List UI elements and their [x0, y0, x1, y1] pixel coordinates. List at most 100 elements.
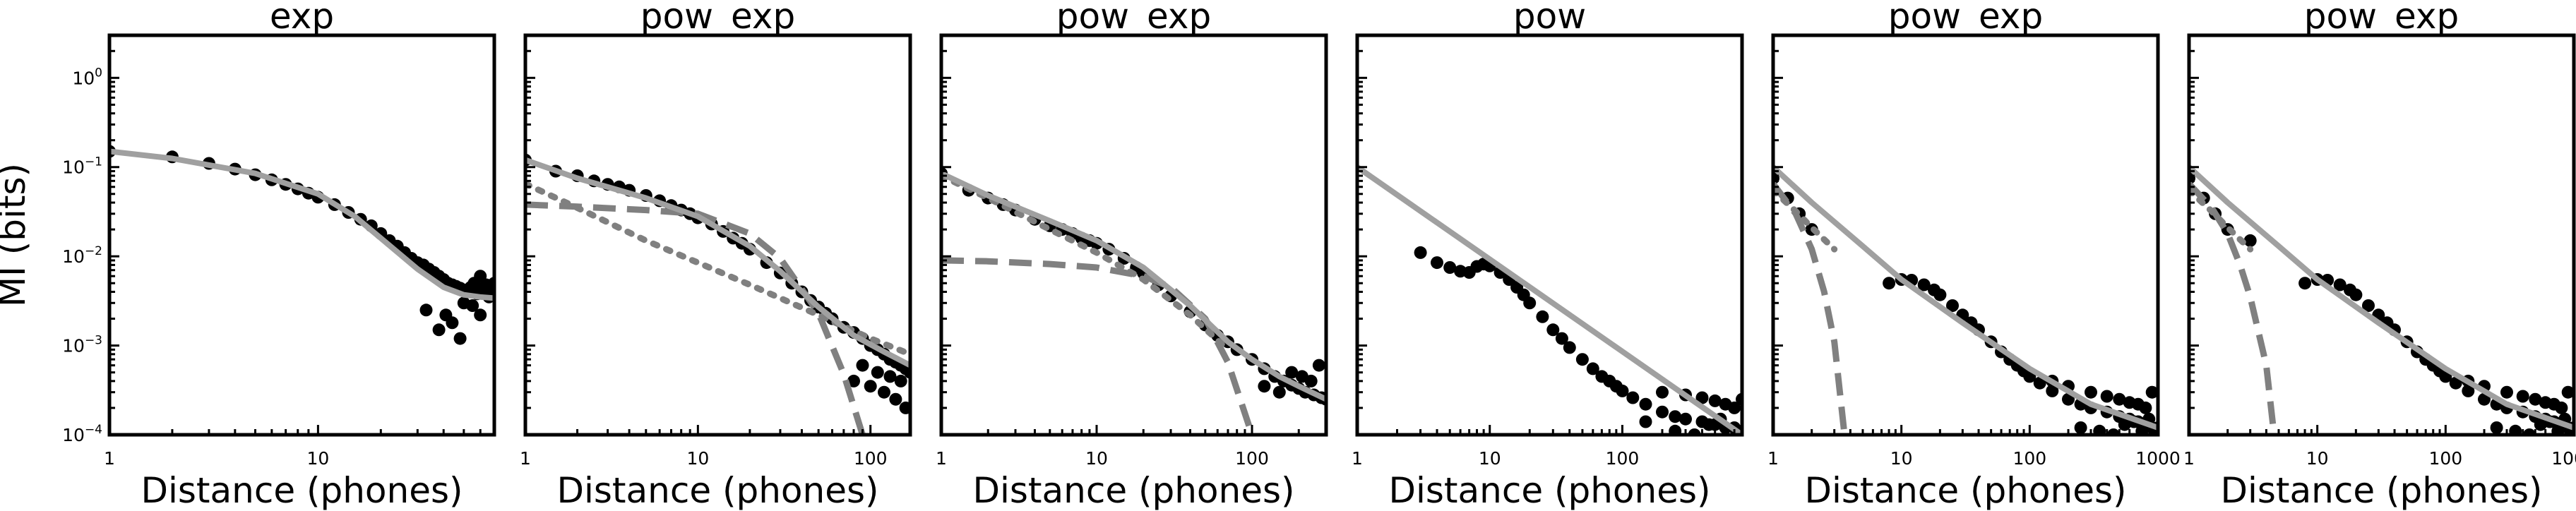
x-tick-label: 10: [1479, 448, 1501, 469]
plot-area: [109, 145, 494, 345]
x-tick-label: 1: [2183, 448, 2195, 469]
data-point: [856, 359, 869, 372]
plot-area: [941, 167, 1326, 435]
data-point: [2529, 392, 2542, 406]
x-tick-label: 10: [1085, 448, 1108, 469]
x-axis-label: Distance (phones): [1804, 470, 2126, 511]
data-point: [1285, 366, 1299, 379]
chart-panel-6: pow_exp 1 10 100 1000 Distance (phones): [2183, 0, 2576, 511]
x-tick-label: 1: [520, 448, 531, 469]
data-point: [1695, 391, 1709, 404]
series-component-1: [2189, 181, 2277, 435]
x-tick-label: 100: [854, 448, 888, 469]
series-component-1: [1773, 181, 1848, 435]
panel-title: pow_exp: [1056, 0, 1211, 37]
data-point: [2074, 421, 2087, 434]
data-point: [1546, 323, 1560, 337]
x-tick-label: 10: [306, 448, 329, 469]
series-component-2: [525, 180, 910, 358]
plot-area: [525, 153, 910, 435]
x-tick-label: 1: [104, 448, 115, 469]
series-fit: [941, 171, 1326, 402]
x-tick-label: 10: [686, 448, 709, 469]
panel-title: pow_exp: [1888, 0, 2043, 37]
data-point: [474, 308, 487, 322]
data-point: [1669, 424, 1682, 435]
data-point: [2490, 421, 2503, 434]
data-point: [871, 366, 884, 379]
data-point: [1883, 277, 1896, 290]
data-point: [2509, 424, 2522, 435]
data-point: [1946, 299, 1959, 312]
data-point: [2145, 385, 2158, 399]
data-point: [2113, 392, 2126, 406]
panel-title: pow_exp: [640, 0, 795, 37]
data-point: [1312, 359, 1325, 372]
plot-frame: [1771, 33, 2160, 437]
x-axis-label: Distance (phones): [972, 470, 1294, 511]
data-point: [1616, 384, 1629, 397]
data-point: [2046, 384, 2059, 397]
plot-frame: [1355, 33, 1744, 437]
x-axis-label: Distance (phones): [1388, 470, 1710, 511]
series-component-1: [941, 257, 1256, 435]
data-point: [2516, 390, 2529, 403]
data-point: [2093, 424, 2106, 435]
y-tick-label: 10−1: [62, 155, 102, 178]
data-point: [2561, 385, 2574, 399]
x-tick-label: 10: [1890, 448, 1913, 469]
data-point: [2449, 376, 2462, 390]
data-point: [1258, 380, 1271, 393]
plot-area: [1773, 164, 2158, 435]
data-point: [2500, 385, 2513, 399]
series-component-1: [525, 201, 866, 435]
x-tick-label: 1: [1352, 448, 1363, 469]
data-point: [878, 385, 890, 399]
x-tick-label: 10: [2306, 448, 2329, 469]
data-point: [1443, 261, 1457, 274]
y-tick-label: 100: [72, 66, 102, 88]
data-point: [2085, 385, 2097, 399]
data-point: [2100, 390, 2113, 403]
data-point: [419, 303, 433, 317]
x-tick-label: 1: [1767, 448, 1779, 469]
data-point: [1656, 405, 1669, 419]
data-point: [1639, 397, 1652, 411]
data-point: [2462, 384, 2475, 397]
x-tick-label: 1000: [2135, 448, 2181, 469]
data-point: [2139, 401, 2152, 414]
data-point: [883, 370, 897, 383]
data-point: [466, 299, 479, 312]
data-point: [2362, 299, 2375, 312]
data-point: [1679, 412, 1692, 426]
data-point: [1626, 391, 1640, 404]
x-tick-label: 100: [1235, 448, 1269, 469]
data-point: [1414, 246, 1427, 259]
plot-frame: [107, 33, 496, 437]
data-point: [2298, 277, 2312, 290]
data-point: [1728, 401, 1741, 414]
panel-title: exp: [270, 0, 334, 37]
y-axis-label: MI (bits): [0, 163, 33, 307]
data-point: [1917, 278, 1931, 291]
data-point: [1575, 353, 1589, 366]
y-tick-label: 10−4: [62, 423, 102, 445]
x-tick-label: 100: [2428, 448, 2462, 469]
y-tick-label: 10−3: [62, 334, 102, 356]
data-point: [1555, 332, 1568, 345]
x-axis-label: Distance (phones): [141, 470, 463, 511]
series-fit: [1773, 164, 2158, 431]
x-tick-label: 100: [1606, 448, 1640, 469]
data-point: [1933, 288, 1947, 301]
data-point: [2033, 376, 2046, 390]
data-point: [899, 401, 910, 414]
plot-area: [2189, 164, 2574, 435]
data-point: [1639, 415, 1652, 428]
plot-area: [1357, 164, 1742, 435]
data-point: [453, 332, 467, 345]
